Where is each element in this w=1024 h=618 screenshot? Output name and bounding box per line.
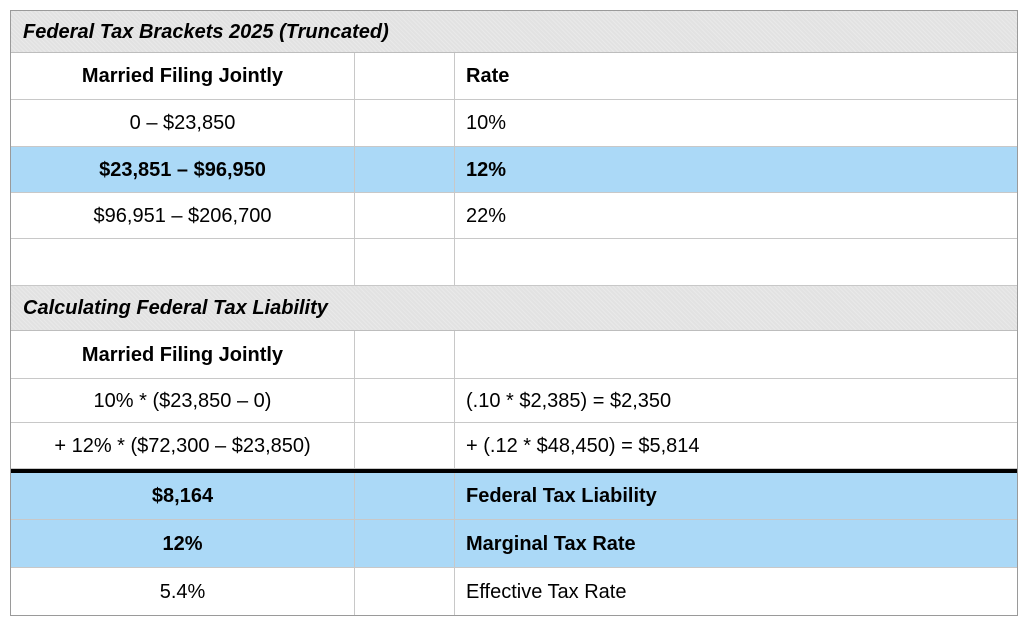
- calc-result-cell: + (.12 * $48,450) = $5,814: [455, 423, 1017, 469]
- marginal-rate-value: 12%: [11, 520, 355, 568]
- spacer-cell: [355, 568, 455, 615]
- brackets-header-rate: Rate: [455, 53, 1017, 100]
- total-liability-value: $8,164: [11, 473, 355, 520]
- bracket-range-cell-highlighted: $23,851 – $96,950: [11, 147, 355, 193]
- tax-table-sheet: Federal Tax Brackets 2025 (Truncated) Ma…: [10, 10, 1018, 616]
- brackets-section-title: Federal Tax Brackets 2025 (Truncated): [11, 11, 1017, 53]
- spacer-cell: [355, 379, 455, 423]
- total-divider-line: [11, 469, 1017, 473]
- liability-header-spacer-cell: [355, 331, 455, 379]
- effective-rate-value: 5.4%: [11, 568, 355, 615]
- calc-formula-cell: + 12% * ($72,300 – $23,850): [11, 423, 355, 469]
- brackets-header-spacer-cell: [355, 53, 455, 100]
- bracket-range-cell: 0 – $23,850: [11, 100, 355, 147]
- bracket-rate-cell: 10%: [455, 100, 1017, 147]
- liability-header-filing-status: Married Filing Jointly: [11, 331, 355, 379]
- brackets-header-filing-status: Married Filing Jointly: [11, 53, 355, 100]
- empty-row-cell: [355, 239, 455, 286]
- marginal-rate-label: Marginal Tax Rate: [455, 520, 1017, 568]
- spacer-cell: [355, 147, 455, 193]
- spacer-cell: [355, 100, 455, 147]
- calc-formula-cell: 10% * ($23,850 – 0): [11, 379, 355, 423]
- calc-result-cell: (.10 * $2,385) = $2,350: [455, 379, 1017, 423]
- bracket-rate-cell-highlighted: 12%: [455, 147, 1017, 193]
- bracket-rate-cell: 22%: [455, 193, 1017, 239]
- effective-rate-label: Effective Tax Rate: [455, 568, 1017, 615]
- total-liability-label: Federal Tax Liability: [455, 473, 1017, 520]
- spacer-cell: [355, 520, 455, 568]
- bracket-range-cell: $96,951 – $206,700: [11, 193, 355, 239]
- spacer-cell: [355, 473, 455, 520]
- empty-row-cell: [455, 239, 1017, 286]
- spacer-cell: [355, 423, 455, 469]
- empty-row-cell: [11, 239, 355, 286]
- spacer-cell: [355, 193, 455, 239]
- tax-table-grid: Federal Tax Brackets 2025 (Truncated) Ma…: [11, 11, 1017, 615]
- liability-section-title: Calculating Federal Tax Liability: [11, 286, 1017, 331]
- liability-header-spacer-cell: [455, 331, 1017, 379]
